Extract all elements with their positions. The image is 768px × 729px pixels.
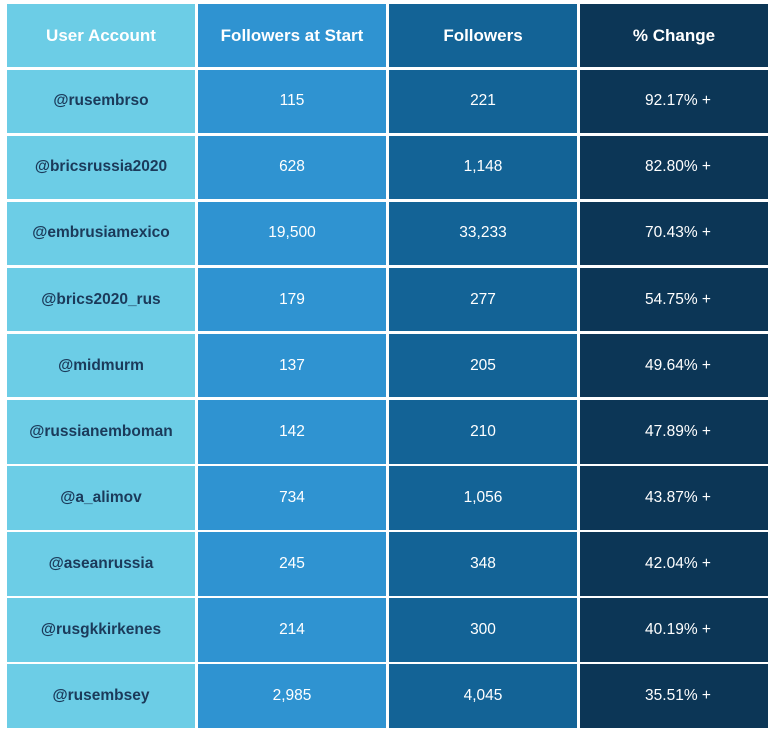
followers-start-cell: 179	[198, 267, 386, 332]
followers-cell: 1,148	[389, 135, 577, 200]
account-cell: @aseanrussia	[7, 532, 195, 596]
account-cell: @brics2020_rus	[7, 267, 195, 332]
account-cell: @rusembsey	[7, 664, 195, 728]
followers-start-cell: 245	[198, 532, 386, 596]
header-followers: Followers	[389, 4, 577, 67]
followers-cell: 4,045	[389, 664, 577, 728]
followers-start-cell: 115	[198, 69, 386, 134]
percent-change-cell: 70.43% +	[580, 201, 768, 266]
account-cell: @bricsrussia2020	[7, 135, 195, 200]
followers-start-cell: 734	[198, 466, 386, 530]
header-percent-change: % Change	[580, 4, 768, 67]
followers-start-cell: 137	[198, 333, 386, 398]
followers-table: User Account Followers at Start Followers%…	[7, 4, 768, 728]
percent-change-cell: 47.89% +	[580, 399, 768, 464]
followers-cell: 1,056	[389, 466, 577, 530]
followers-start-cell: 142	[198, 399, 386, 464]
header-followers-at-start: Followers at Start	[198, 4, 386, 67]
followers-start-cell: 2,985	[198, 664, 386, 728]
account-cell: @russianemboman	[7, 399, 195, 464]
percent-change-cell: 49.64% +	[580, 333, 768, 398]
followers-cell: 300	[389, 598, 577, 662]
followers-cell: 33,233	[389, 201, 577, 266]
followers-start-cell: 19,500	[198, 201, 386, 266]
followers-cell: 221	[389, 69, 577, 134]
percent-change-cell: 42.04% +	[580, 532, 768, 596]
followers-start-cell: 214	[198, 598, 386, 662]
account-cell: @a_alimov	[7, 466, 195, 530]
followers-start-cell: 628	[198, 135, 386, 200]
followers-cell: 205	[389, 333, 577, 398]
followers-cell: 348	[389, 532, 577, 596]
percent-change-cell: 40.19% +	[580, 598, 768, 662]
header-user-account: User Account	[7, 4, 195, 67]
followers-cell: 277	[389, 267, 577, 332]
percent-change-cell: 35.51% +	[580, 664, 768, 728]
percent-change-cell: 43.87% +	[580, 466, 768, 530]
followers-cell: 210	[389, 399, 577, 464]
percent-change-cell: 54.75% +	[580, 267, 768, 332]
account-cell: @midmurm	[7, 333, 195, 398]
percent-change-cell: 82.80% +	[580, 135, 768, 200]
account-cell: @rusembrso	[7, 69, 195, 134]
account-cell: @embrusiamexico	[7, 201, 195, 266]
account-cell: @rusgkkirkenes	[7, 598, 195, 662]
percent-change-cell: 92.17% +	[580, 69, 768, 134]
